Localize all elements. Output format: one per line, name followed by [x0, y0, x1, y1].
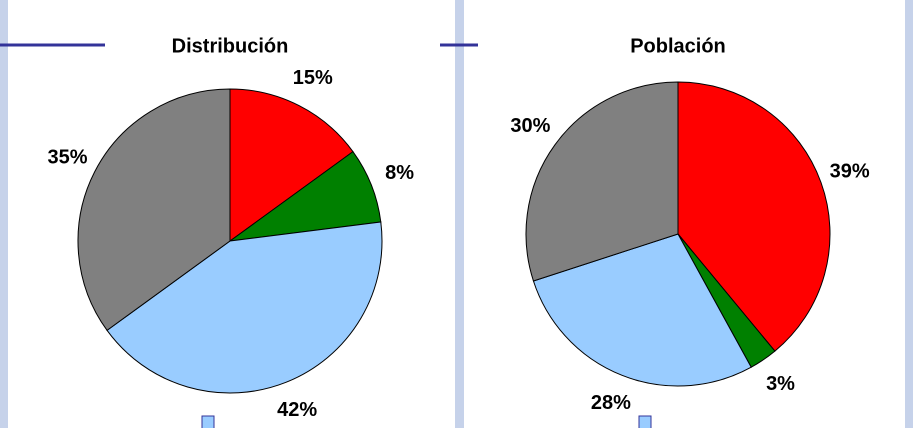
- data-label: 8%: [385, 162, 414, 184]
- chart-title: Distribución: [172, 35, 289, 57]
- pie-slice: [525, 81, 679, 282]
- pie-slice: [532, 233, 752, 387]
- pie-slice: [677, 81, 831, 352]
- pie-slice: [106, 221, 383, 394]
- legend-swatch: [638, 415, 652, 428]
- data-label: 42%: [277, 399, 317, 421]
- data-label: 39%: [830, 160, 870, 182]
- data-label: 15%: [293, 67, 333, 89]
- data-label: 3%: [766, 373, 795, 395]
- pie-slice: [77, 88, 231, 332]
- legend-swatch: [201, 415, 215, 428]
- data-label: 28%: [591, 392, 631, 414]
- data-label: 30%: [510, 115, 550, 137]
- chart-title: Población: [630, 35, 726, 57]
- data-label: 35%: [47, 146, 87, 168]
- pie-slice: [229, 88, 354, 242]
